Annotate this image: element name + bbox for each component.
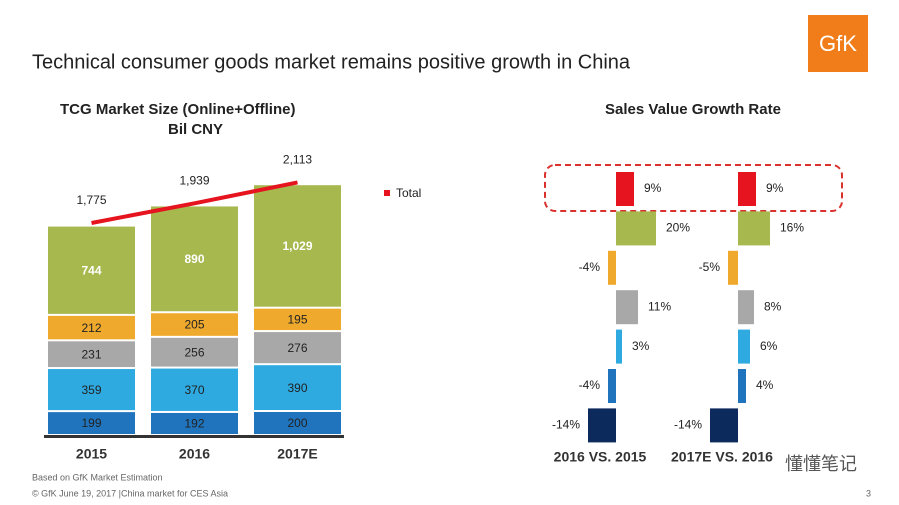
bar-segment bbox=[254, 365, 341, 410]
bar-segment bbox=[151, 313, 238, 336]
page-number: 3 bbox=[866, 488, 871, 498]
bar-segment bbox=[48, 341, 135, 368]
segment-label: 744 bbox=[81, 263, 101, 277]
series-label: 2016 VS. 2015 bbox=[554, 449, 647, 465]
segment-label: 256 bbox=[184, 345, 204, 359]
growth-bar bbox=[738, 290, 754, 325]
growth-label: 6% bbox=[760, 339, 778, 353]
growth-label: 20% bbox=[666, 221, 690, 235]
bar-segment bbox=[48, 412, 135, 434]
chart-title: TCG Market Size (Online+Offline) bbox=[60, 101, 295, 118]
growth-label: -14% bbox=[552, 418, 580, 432]
segment-label: 195 bbox=[287, 313, 307, 327]
segment-label: 890 bbox=[184, 252, 204, 266]
bar-segment bbox=[254, 308, 341, 331]
segment-label: 359 bbox=[81, 383, 101, 397]
growth-label: 11% bbox=[648, 299, 671, 313]
legend-swatch bbox=[384, 190, 390, 196]
bar-segment bbox=[254, 332, 341, 364]
total-label: 2,113 bbox=[283, 153, 312, 167]
segment-label: 390 bbox=[287, 381, 307, 395]
logo: GfK bbox=[819, 31, 857, 56]
bar-segment bbox=[48, 369, 135, 411]
bar-segment bbox=[254, 185, 341, 307]
chart-title: Sales Value Growth Rate bbox=[605, 101, 781, 118]
highlight-box bbox=[544, 164, 843, 212]
segment-label: 205 bbox=[184, 318, 204, 332]
bar-segment bbox=[151, 337, 238, 367]
growth-bar bbox=[738, 172, 756, 206]
copyright: © GfK June 19, 2017 |China market for CE… bbox=[32, 488, 228, 498]
slide-title: Technical consumer goods market remains … bbox=[32, 51, 631, 73]
total-label: 1,939 bbox=[179, 173, 209, 187]
growth-bar bbox=[588, 408, 616, 443]
growth-bar bbox=[616, 211, 656, 246]
logo-box bbox=[808, 15, 868, 72]
bar-segment bbox=[151, 412, 238, 434]
growth-label: 9% bbox=[644, 181, 662, 195]
segment-label: 1,029 bbox=[282, 239, 312, 253]
growth-label: 4% bbox=[756, 378, 774, 392]
growth-label: 8% bbox=[764, 299, 782, 313]
growth-label: 3% bbox=[632, 339, 650, 353]
growth-label: -14% bbox=[674, 418, 702, 432]
growth-bar bbox=[608, 250, 616, 285]
growth-label: -4% bbox=[579, 260, 601, 274]
growth-bar bbox=[616, 172, 634, 206]
growth-bar bbox=[728, 250, 738, 285]
watermark: 懂懂笔记 bbox=[785, 454, 857, 474]
growth-bar bbox=[738, 369, 746, 403]
segment-label: 276 bbox=[287, 341, 307, 355]
x-tick-label: 2015 bbox=[76, 446, 107, 462]
bar-segment bbox=[151, 368, 238, 411]
growth-bar bbox=[608, 369, 616, 403]
segment-label: 212 bbox=[81, 321, 101, 335]
baseline bbox=[44, 435, 344, 438]
growth-bar bbox=[710, 408, 738, 443]
bar-segment bbox=[48, 226, 135, 314]
bar-segment bbox=[48, 315, 135, 340]
growth-label: -5% bbox=[699, 260, 721, 274]
growth-label: 16% bbox=[780, 221, 804, 235]
growth-label: 9% bbox=[766, 181, 784, 195]
x-tick-label: 2017E bbox=[277, 446, 317, 462]
total-line bbox=[91, 180, 298, 225]
growth-label: -4% bbox=[579, 378, 601, 392]
x-tick-label: 2016 bbox=[179, 446, 210, 462]
chart-subtitle: Bil CNY bbox=[168, 121, 223, 138]
bar-segment bbox=[254, 412, 341, 434]
source: Based on GfK Market Estimation bbox=[32, 472, 163, 482]
growth-bar bbox=[738, 211, 770, 246]
segment-label: 199 bbox=[81, 416, 101, 430]
segment-label: 370 bbox=[184, 383, 204, 397]
bar-segment bbox=[151, 206, 238, 312]
growth-bar bbox=[738, 329, 750, 364]
growth-bar bbox=[616, 290, 638, 325]
segment-label: 200 bbox=[287, 416, 307, 430]
segment-label: 231 bbox=[81, 347, 101, 361]
segment-label: 192 bbox=[184, 417, 204, 431]
series-label: 2017E VS. 2016 bbox=[671, 449, 773, 465]
legend-label: Total bbox=[396, 186, 421, 200]
growth-bar bbox=[616, 329, 622, 364]
total-label: 1,775 bbox=[76, 193, 106, 207]
